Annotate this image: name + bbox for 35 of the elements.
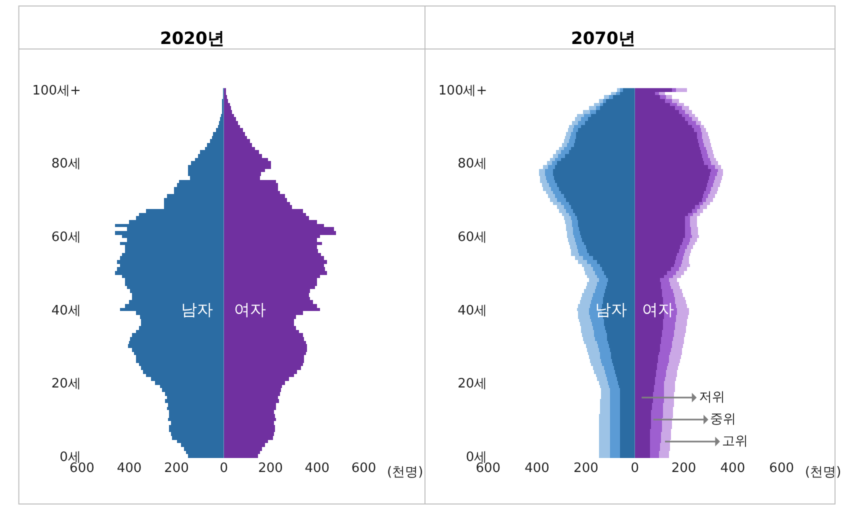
x-tick-label: 600 xyxy=(70,461,94,476)
x-axis-title: (천명) xyxy=(387,465,424,480)
annotation: 중위 xyxy=(710,412,736,427)
annotation: 남자 xyxy=(181,300,213,319)
annotation: 저위 xyxy=(699,390,725,405)
y-tick-label: 20세 xyxy=(458,376,488,392)
y-tick-label: 80세 xyxy=(458,156,488,172)
annotation: 남자 xyxy=(595,300,627,319)
x-tick-label: 400 xyxy=(524,461,550,476)
y-tick-label: 60세 xyxy=(458,230,488,245)
x-tick-label: 600 xyxy=(476,461,501,476)
x-tick-label: 0 xyxy=(630,461,640,476)
x-tick-label: 400 xyxy=(720,461,746,476)
annotation: 고위 xyxy=(722,434,748,449)
annotation: 여자 xyxy=(234,300,266,319)
y-tick-label: 100세+ xyxy=(32,83,81,98)
x-tick-label: 600 xyxy=(351,461,376,476)
x-tick-label: 0 xyxy=(220,461,228,476)
x-tick-label: 200 xyxy=(574,461,598,476)
y-tick-label: 80세 xyxy=(51,156,81,172)
chart-title: 2070년 xyxy=(571,29,636,49)
y-tick-label: 40세 xyxy=(51,303,81,318)
y-tick-label: 60세 xyxy=(51,230,81,245)
x-tick-label: 200 xyxy=(164,461,189,476)
y-tick-label: 20세 xyxy=(51,376,81,392)
x-tick-label: 200 xyxy=(671,461,696,476)
x-tick-label: 600 xyxy=(769,461,794,476)
x-tick-label: 400 xyxy=(116,461,142,476)
x-tick-label: 200 xyxy=(258,461,283,476)
chart-title: 2020년 xyxy=(160,29,224,49)
y-tick-label: 40세 xyxy=(458,303,488,318)
x-tick-label: 400 xyxy=(304,461,330,476)
y-tick-label: 100세+ xyxy=(438,83,488,98)
x-axis-title: (천명) xyxy=(805,465,842,480)
annotation: 여자 xyxy=(642,300,674,319)
